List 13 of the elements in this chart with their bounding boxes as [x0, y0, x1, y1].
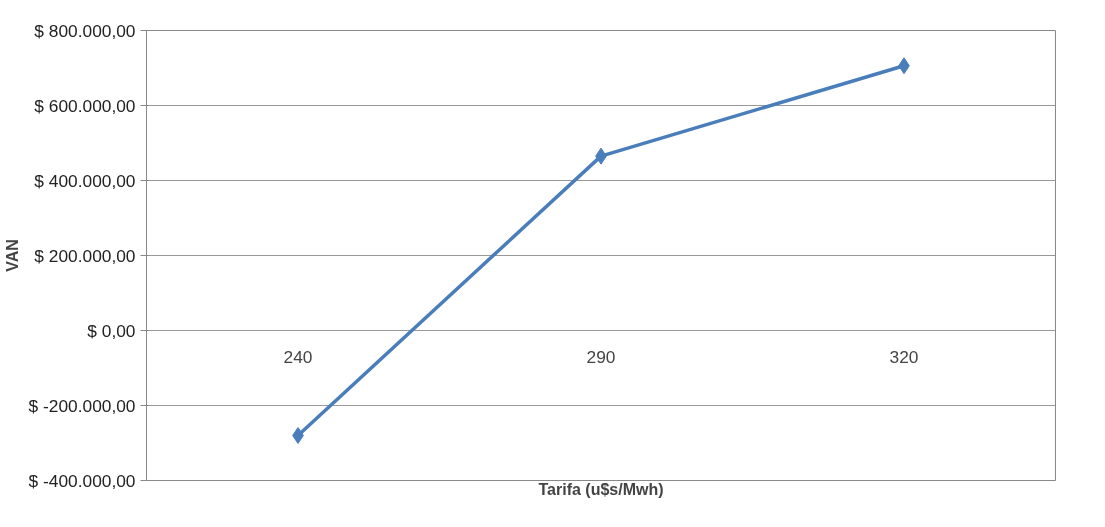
y-tick-label: $ 800.000,00 [34, 20, 136, 41]
x-tick-label: 290 [586, 346, 616, 367]
y-tick-label: $ 400.000,00 [34, 170, 136, 191]
y-tick-label: $ 600.000,00 [34, 95, 136, 116]
x-tick-label: 320 [889, 346, 919, 367]
x-axis-title: Tarifa (u$s/Mwh) [538, 480, 664, 498]
y-tick-label: $ 200.000,00 [34, 245, 136, 266]
point [292, 427, 304, 444]
y-tick-label: $ -400.000,00 [28, 470, 136, 491]
y-tick-label: $ 0,00 [87, 320, 136, 341]
y-tick-label: $ -200.000,00 [28, 395, 136, 416]
x-tick-label: 240 [283, 346, 313, 367]
y-axis-title: VAN [3, 239, 21, 272]
